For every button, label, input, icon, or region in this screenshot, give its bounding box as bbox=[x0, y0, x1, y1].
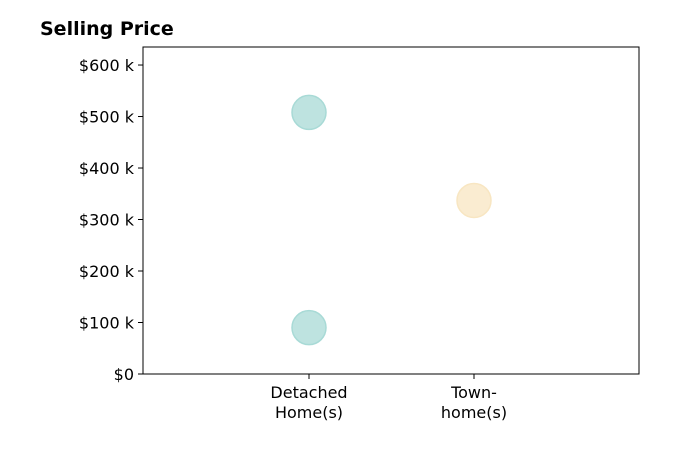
data-point bbox=[456, 182, 492, 219]
y-tick-label: $200 k bbox=[79, 262, 135, 281]
y-tick-label: $300 k bbox=[79, 211, 135, 230]
plot-frame bbox=[142, 46, 640, 375]
data-point bbox=[291, 309, 327, 346]
x-tick-label: Town- bbox=[450, 383, 497, 402]
y-axis: $0 $100 k $200 k $300 k $400 k $500 k $600 k bbox=[79, 56, 143, 384]
y-tick-label: $100 k bbox=[79, 314, 135, 333]
y-tick-label: $600 k bbox=[79, 56, 135, 75]
x-tick-label: Detached bbox=[270, 383, 347, 402]
x-tick-label: Home(s) bbox=[275, 403, 343, 422]
y-tick-label: $500 k bbox=[79, 108, 135, 127]
x-tick-label: home(s) bbox=[441, 403, 507, 422]
y-tick-label: $0 bbox=[114, 365, 134, 384]
y-tick-label: $400 k bbox=[79, 159, 135, 178]
data-points bbox=[291, 94, 492, 346]
chart-title: Selling Price bbox=[40, 18, 174, 40]
data-point bbox=[291, 94, 327, 131]
